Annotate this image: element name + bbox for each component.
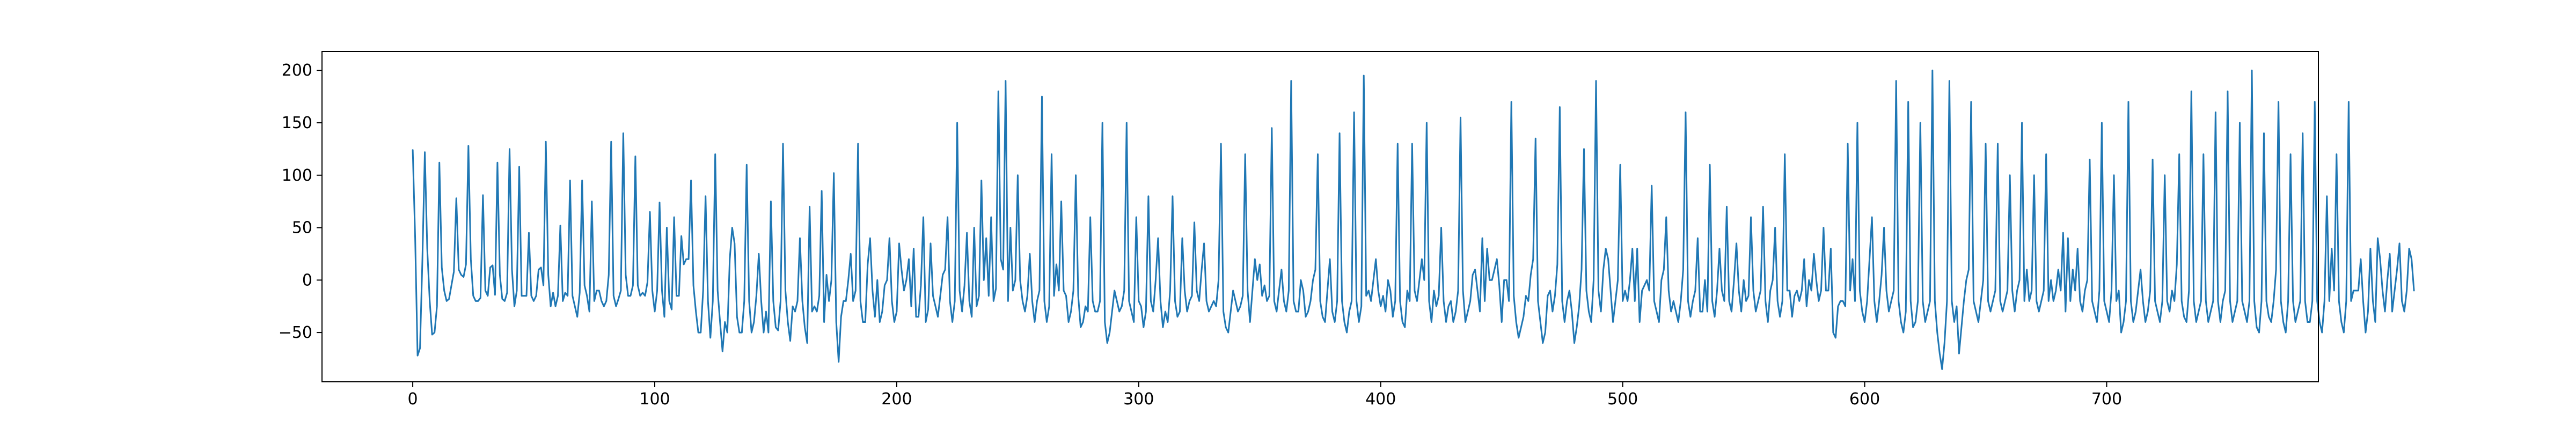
- y-tick-label: −50: [279, 323, 312, 342]
- series-line-0: [412, 69, 2415, 370]
- y-tick-label: 0: [302, 271, 312, 290]
- y-tick-label: 150: [282, 114, 312, 132]
- x-tick-label: 400: [1365, 390, 1396, 409]
- x-tick-label: 100: [639, 390, 670, 409]
- x-tick-label: 0: [408, 390, 418, 409]
- x-tick-label: 600: [1849, 390, 1880, 409]
- x-axis: 0 100 200 300 400 500 600 700: [408, 382, 2122, 409]
- y-tick-label: 200: [282, 61, 312, 80]
- plot-area: [412, 69, 2415, 370]
- x-tick-label: 700: [2091, 390, 2122, 409]
- y-tick-label: 100: [282, 166, 312, 185]
- x-tick-label: 300: [1123, 390, 1154, 409]
- y-tick-label: 50: [292, 219, 312, 238]
- y-axis: −50 0 50 100 150 200: [279, 61, 322, 342]
- x-tick-label: 500: [1607, 390, 1638, 409]
- x-tick-label: 200: [881, 390, 912, 409]
- axes-frame: [321, 51, 2319, 382]
